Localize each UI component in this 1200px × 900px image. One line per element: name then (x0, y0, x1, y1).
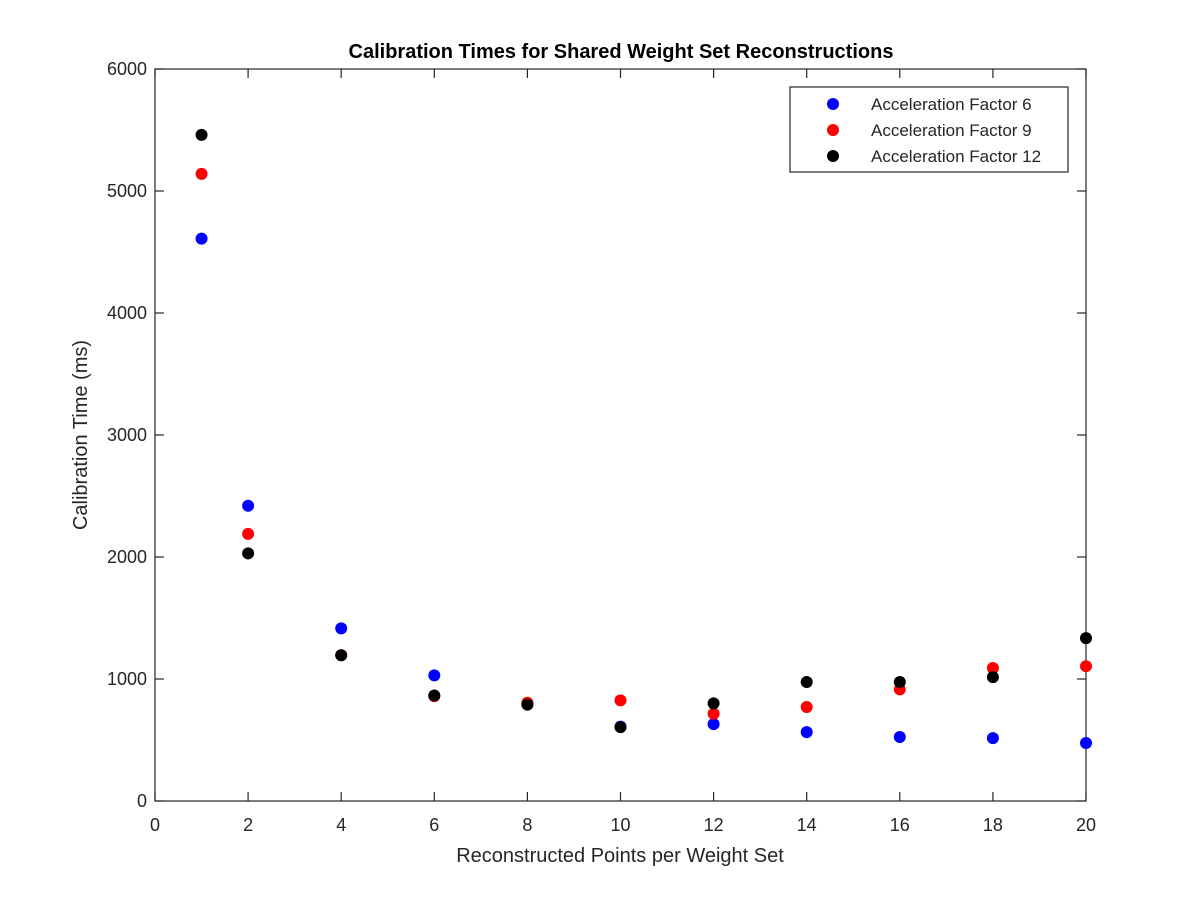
data-point (242, 527, 255, 540)
data-point (1080, 660, 1092, 673)
x-tick-label: 10 (610, 815, 630, 835)
series-3 (195, 128, 1092, 734)
legend-label: Acceleration Factor 12 (871, 147, 1041, 166)
y-tick-label: 5000 (107, 181, 147, 201)
x-tick-label: 16 (890, 815, 910, 835)
y-tick-label: 1000 (107, 669, 147, 689)
x-tick-label: 12 (704, 815, 724, 835)
legend-label: Acceleration Factor 6 (871, 95, 1032, 114)
legend-marker (827, 150, 839, 162)
x-tick-label: 18 (983, 815, 1003, 835)
data-point (800, 726, 813, 739)
x-tick-label: 2 (243, 815, 253, 835)
data-point (1080, 737, 1092, 750)
legend-label: Acceleration Factor 9 (871, 121, 1032, 140)
data-point (707, 697, 720, 710)
y-tick-label: 4000 (107, 303, 147, 323)
data-point (1080, 632, 1092, 645)
data-point (986, 732, 999, 745)
legend-marker (827, 98, 839, 110)
y-tick-label: 6000 (107, 59, 147, 79)
data-point (893, 730, 906, 743)
data-point (242, 547, 255, 560)
data-point (242, 499, 255, 512)
data-point (800, 701, 813, 714)
y-tick-label: 0 (137, 791, 147, 811)
data-point (195, 128, 208, 141)
legend: Acceleration Factor 6 Acceleration Factor… (789, 86, 1069, 173)
data-point (614, 721, 627, 734)
data-point (986, 662, 999, 675)
data-point (614, 694, 627, 707)
data-point (335, 622, 348, 635)
y-tick-label: 3000 (107, 425, 147, 445)
data-point (521, 698, 534, 711)
data-point (800, 676, 813, 689)
data-point (428, 669, 441, 682)
x-tick-label: 20 (1076, 815, 1096, 835)
data-points (195, 128, 1092, 750)
data-point (428, 689, 441, 702)
x-tick-label: 4 (336, 815, 346, 835)
y-axis: 0 1000 2000 3000 4000 5000 6000 (107, 59, 1086, 811)
x-tick-label: 0 (150, 815, 160, 835)
x-axis: 0 2 4 6 8 10 12 14 16 18 20 (150, 69, 1096, 835)
y-axis-label: Calibration Time (ms) (70, 340, 92, 530)
y-tick-label: 2000 (107, 547, 147, 567)
x-tick-label: 8 (522, 815, 532, 835)
x-tick-label: 6 (429, 815, 439, 835)
data-point (986, 671, 999, 684)
x-tick-label: 14 (797, 815, 817, 835)
chart-title: Calibration Times for Shared Weight Set … (349, 41, 894, 63)
data-point (893, 676, 906, 689)
legend-marker (827, 124, 839, 136)
data-point (707, 718, 720, 731)
data-point (707, 707, 720, 720)
data-point (195, 232, 208, 245)
x-axis-label: Reconstructed Points per Weight Set (456, 845, 784, 867)
data-point (195, 167, 208, 180)
data-point (335, 649, 348, 662)
